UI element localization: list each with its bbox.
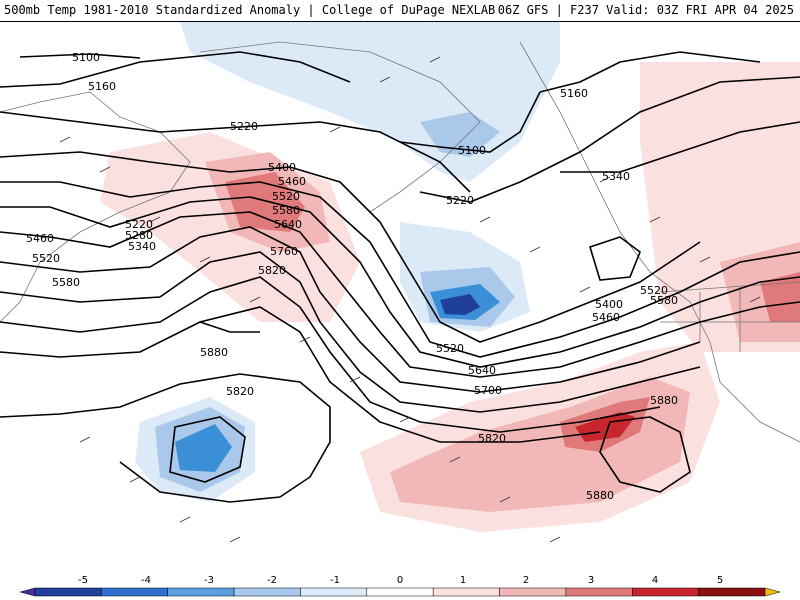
contour-label: 5580 [52, 276, 80, 289]
colorbar: -5 -4 -3 -2 -1 0 1 2 3 4 5 [19, 575, 781, 597]
wind-barbs [59, 56, 761, 543]
contour-label: 5220 [125, 218, 153, 231]
title-bar: 500mb Temp 1981-2010 Standardized Anomal… [0, 0, 800, 22]
anomaly-shading [100, 22, 800, 532]
colorbar-swatch [499, 587, 567, 597]
colorbar-swatch [698, 587, 766, 597]
contour-label: 5160 [88, 80, 116, 93]
wind-barb [59, 56, 761, 543]
contour-5400-a [0, 151, 701, 343]
colorbar-swatch [101, 587, 168, 597]
contour-5220-b [419, 76, 800, 203]
colorbar-swatch [565, 587, 633, 597]
contour-5820-a [0, 306, 601, 443]
colorbar-label: 4 [652, 575, 658, 586]
contour-5160-a [0, 51, 351, 88]
contour-label: 5520 [436, 342, 464, 355]
height-contours [0, 51, 800, 503]
contour-label: 5460 [26, 232, 54, 245]
map-title: 500mb Temp 1981-2010 Standardized Anomal… [4, 3, 496, 17]
model-valid-time: 06Z GFS | F237 Valid: 03Z FRI APR 04 202… [497, 3, 794, 17]
colorbar-swatch [632, 587, 699, 597]
cold-anomaly-gulf-strong [440, 294, 480, 315]
north-america-coastline [519, 41, 800, 443]
colorbar-swatches [19, 587, 781, 597]
contour-label: 5280 [125, 229, 153, 242]
colorbar-swatch [34, 587, 102, 597]
contour-label: 5100 [458, 144, 486, 157]
contour-label: 5340 [128, 240, 156, 253]
contour-label: 5700 [474, 384, 502, 397]
contour-label-group: 5100 5160 5220 5400 5460 5520 5580 5640 … [26, 51, 678, 502]
contour-5160-b [539, 51, 761, 93]
contour-label: 5400 [595, 298, 623, 311]
contour-closed-low-east [589, 236, 641, 281]
colorbar-label: -5 [78, 575, 88, 586]
contour-label: 5820 [226, 385, 254, 398]
us-borders [659, 281, 800, 352]
contour-label: 5760 [270, 245, 298, 258]
contour-label: 5220 [230, 120, 258, 133]
contour-5580-a [0, 211, 800, 378]
contour-5100-a [19, 53, 141, 59]
colorbar-label: 0 [397, 575, 403, 586]
colorbar-label: 1 [460, 575, 466, 586]
contour-5880-a [199, 321, 260, 333]
colorbar-swatch [300, 587, 368, 597]
contour-5460-a [0, 181, 800, 358]
warm-anomaly-northwest-strong [225, 172, 305, 232]
colorbar-labels: -5 -4 -3 -2 -1 0 1 2 3 4 5 [78, 575, 723, 586]
colorbar-swatch [233, 587, 301, 597]
contour-label: 5460 [592, 311, 620, 324]
colorbar-swatch [366, 587, 434, 597]
colorbar-max-arrow [764, 587, 781, 597]
contour-label: 5340 [602, 170, 630, 183]
contour-low-pacific [169, 416, 246, 483]
contour-5700-a [0, 251, 701, 413]
cold-anomaly-alaska-core [420, 112, 500, 157]
colorbar-label: 5 [717, 575, 723, 586]
contour-5340-b [560, 121, 800, 173]
contour-label: 5880 [586, 489, 614, 502]
contour-label: 5640 [274, 218, 302, 231]
contour-5520-a [0, 196, 800, 368]
asia-coastline [0, 91, 191, 323]
contour-label: 5580 [272, 204, 300, 217]
colorbar-label: -1 [330, 575, 340, 586]
contour-label: 5880 [200, 346, 228, 359]
contour-5640-a [0, 226, 701, 393]
contour-label: 5460 [278, 175, 306, 188]
contour-label: 5820 [478, 432, 506, 445]
cold-anomaly-pacific-core [175, 424, 232, 472]
contour-label: 5100 [72, 51, 100, 64]
contour-label: 5820 [258, 264, 286, 277]
contour-5880-b [599, 416, 691, 493]
contour-label: 5640 [468, 364, 496, 377]
coastlines [0, 41, 800, 443]
contour-label: 5520 [32, 252, 60, 265]
contour-5220-a [0, 111, 471, 193]
contour-label: 5400 [268, 161, 296, 174]
colorbar-label: -3 [204, 575, 214, 586]
contour-5100-b [399, 91, 541, 153]
anomaly-map: 5100 5160 5220 5400 5460 5520 5580 5640 … [0, 22, 800, 572]
contour-label: 5580 [650, 294, 678, 307]
contour-label: 5520 [640, 284, 668, 297]
contour-label: 5160 [560, 87, 588, 100]
colorbar-swatch [167, 587, 235, 597]
colorbar-min-arrow [19, 587, 36, 597]
alaska-coastline [199, 41, 481, 213]
warm-anomaly-east-pacific-strong [575, 412, 635, 442]
colorbar-label: 2 [523, 575, 529, 586]
colorbar-label: -2 [267, 575, 277, 586]
colorbar-label: -4 [141, 575, 151, 586]
contour-label: 5520 [272, 190, 300, 203]
contour-5820-b [0, 373, 331, 503]
contour-label: 5220 [446, 194, 474, 207]
colorbar-swatch [432, 587, 500, 597]
contour-5760-a [0, 276, 661, 433]
colorbar-label: 3 [588, 575, 594, 586]
contour-label: 5880 [650, 394, 678, 407]
